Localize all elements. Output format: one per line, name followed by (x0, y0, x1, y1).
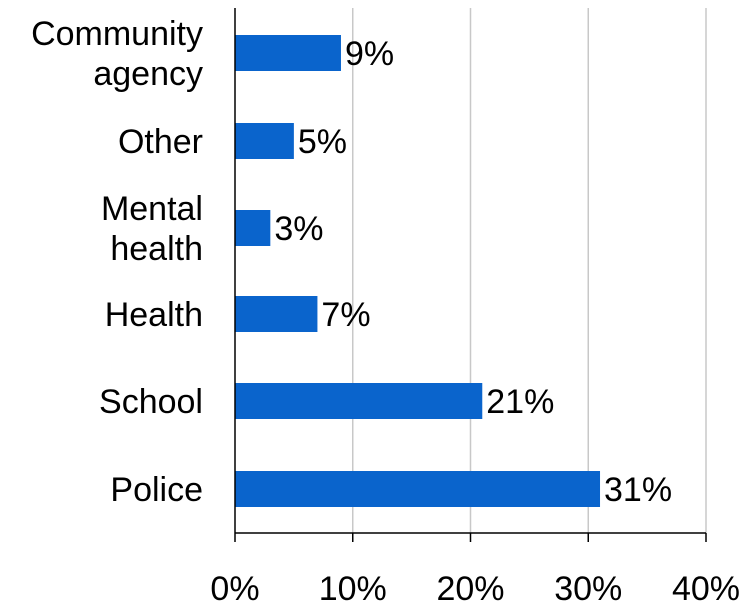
value-label: 5% (298, 123, 347, 161)
x-tick-label: 10% (319, 570, 387, 608)
category-label: School (99, 383, 203, 421)
bar-mental-health (235, 210, 271, 246)
bar-school (235, 383, 483, 419)
value-label: 9% (345, 35, 394, 73)
category-label: Police (110, 471, 203, 509)
value-label: 31% (604, 471, 672, 509)
bar-other (235, 123, 294, 159)
bars (235, 35, 601, 507)
category-label: Other (118, 123, 203, 161)
x-tick-label: 30% (554, 570, 622, 608)
bar-health (235, 296, 318, 332)
category-label: Community agency (31, 15, 203, 93)
category-labels: Community agency Other Mental health Health Sc… (31, 15, 203, 509)
value-labels: 9% 5% 3% 7% 21% 31% (274, 35, 672, 509)
x-tick-label: 40% (672, 570, 740, 608)
x-tick-labels: 0% 10% 20% 30% 40% (210, 570, 740, 608)
value-label: 21% (486, 383, 554, 421)
value-label: 3% (274, 210, 323, 248)
category-label: Mental health (101, 190, 203, 268)
value-label: 7% (321, 296, 370, 334)
grid-lines (352, 8, 707, 533)
x-tick-label: 0% (210, 570, 259, 608)
x-tick-label: 20% (436, 570, 504, 608)
bar-police (235, 471, 601, 507)
x-axis (234, 8, 707, 542)
bar-community-agency (235, 35, 341, 71)
category-label: Health (105, 296, 203, 334)
